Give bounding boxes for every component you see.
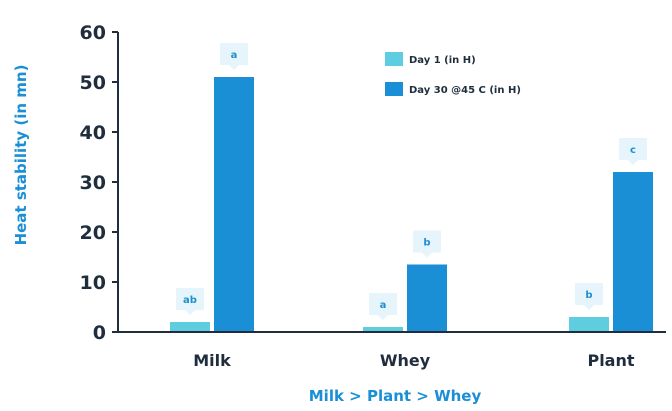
legend-label-0: Day 1 (in H)	[409, 55, 476, 66]
y-tick-label: 0	[93, 322, 106, 344]
sig-callout-pointer	[229, 65, 239, 70]
legend-swatch-1	[385, 82, 403, 96]
sig-letter-label: c	[630, 145, 636, 156]
bar-0-0	[170, 322, 210, 332]
sig-letter-label: b	[585, 290, 592, 301]
legend-label-1: Day 30 @45 C (in H)	[409, 85, 521, 96]
bar-1-0	[214, 77, 254, 332]
x-axis-title: Milk > Plant > Whey	[309, 387, 482, 405]
sig-callout-box	[619, 138, 647, 160]
bar-0-2	[569, 317, 609, 332]
sig-callout-box	[220, 43, 248, 65]
y-tick-label: 30	[80, 172, 106, 194]
sig-letter-label: a	[231, 50, 238, 61]
bar-1-2	[613, 172, 653, 332]
x-category-label: Whey	[380, 351, 431, 370]
sig-callout-pointer	[378, 315, 388, 320]
sig-callout-pointer	[628, 160, 638, 165]
sig-callout-pointer	[422, 252, 432, 258]
y-axis: 0 10 20 30 40 50 60	[80, 22, 119, 344]
y-axis-title: Heat stability (in mn)	[12, 65, 30, 246]
legend: Day 1 (in H) Day 30 @45 C (in H)	[385, 52, 521, 96]
x-axis: Milk Whey Plant	[118, 331, 666, 370]
sig-callout-pointer	[584, 305, 594, 310]
x-category-label: Milk	[193, 351, 231, 370]
sig-callout-box	[369, 293, 397, 315]
x-category-label: Plant	[587, 351, 634, 370]
sig-letter-label: a	[380, 300, 387, 311]
y-tick-label: 50	[80, 72, 106, 94]
y-tick-label: 20	[80, 222, 106, 244]
bar-0-1	[363, 327, 403, 332]
y-axis-title-group: Heat stability (in mn)	[12, 65, 30, 246]
legend-swatch-0	[385, 52, 403, 66]
sig-callout-box	[575, 283, 603, 305]
sig-callout-box	[176, 288, 204, 310]
sig-letter-label: ab	[183, 295, 197, 306]
y-tick-label: 60	[80, 22, 106, 44]
y-tick-label: 10	[80, 272, 106, 294]
y-tick-label: 40	[80, 122, 106, 144]
sig-letter-label: b	[423, 238, 430, 249]
bar-1-1	[407, 264, 447, 332]
sig-callout-pointer	[185, 310, 195, 315]
sig-callout-box	[413, 230, 441, 253]
